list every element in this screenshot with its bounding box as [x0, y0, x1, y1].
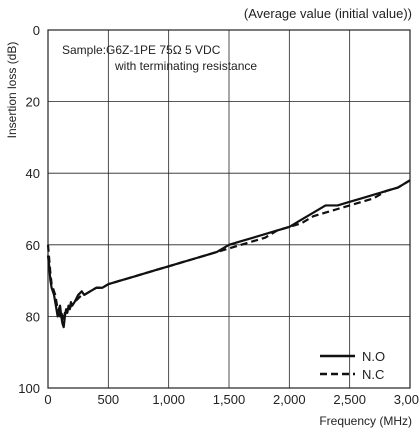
x-tick-label: 500: [97, 392, 119, 407]
y-tick-label: 80: [26, 309, 40, 324]
y-tick-label: 20: [26, 95, 40, 110]
y-tick-label: 100: [18, 381, 40, 396]
y-axis-label: Insertion loss (dB): [5, 42, 19, 139]
plot-frame: [47, 29, 411, 389]
y-tick-label: 60: [26, 238, 40, 253]
annotation-line-1: Sample:G6Z-1PE 75Ω 5 VDC: [62, 43, 221, 57]
x-axis-label: Frequency (MHz): [319, 414, 412, 428]
y-tick-label: 0: [33, 23, 40, 38]
legend-label: N.C: [362, 367, 384, 382]
x-tick-label: 2,000: [273, 392, 306, 407]
chart-subtitle: (Average value (initial value)): [244, 6, 412, 21]
x-tick-labels: 0 500 1,000 1,500 2,000 2,500 3,000: [44, 392, 419, 407]
x-tick-label: 1,500: [213, 392, 246, 407]
annotation-line-2: with terminating resistance: [114, 59, 257, 73]
x-tick-label: 0: [44, 392, 51, 407]
x-tick-label: 1,000: [152, 392, 185, 407]
sample-annotation: Sample:G6Z-1PE 75Ω 5 VDC with terminatin…: [62, 43, 257, 73]
series-layer: [46, 179, 411, 329]
x-tick-label: 3,000: [394, 392, 419, 407]
legend-label: N.O: [362, 349, 385, 364]
grid-lines: [47, 29, 411, 389]
legend: N.O N.C: [320, 349, 385, 382]
x-tick-label: 2,500: [333, 392, 366, 407]
series-line-nc: [46, 179, 411, 322]
y-tick-label: 40: [26, 166, 40, 181]
y-tick-labels: 0 20 40 60 80 100: [18, 23, 40, 396]
